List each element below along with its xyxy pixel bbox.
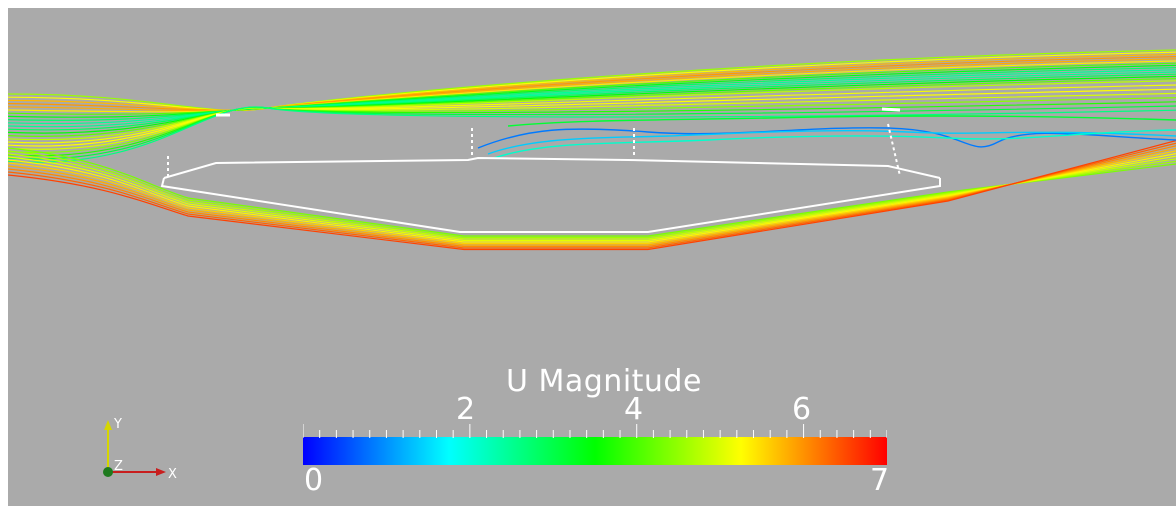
upper-streamlines (8, 49, 1176, 163)
streamline (507, 115, 1176, 127)
legend-min-label: 0 (304, 463, 324, 498)
streamline (8, 140, 1176, 251)
streamline (8, 150, 1176, 239)
z-axis-label: Z (114, 459, 123, 474)
streamline (8, 92, 1176, 150)
streamline-scene[interactable] (8, 8, 1176, 506)
legend-tick-label: 4 (624, 392, 644, 427)
streamline (8, 58, 1176, 112)
streamline (493, 129, 1176, 159)
orientation-axes: Y Z X (103, 417, 177, 482)
color-legend-bar (303, 437, 887, 465)
streamline (8, 80, 1176, 141)
wake-streamlines (477, 115, 1176, 159)
streamline (8, 145, 1176, 248)
streamline (8, 147, 1176, 246)
streamline (8, 155, 1176, 242)
hull-outline (160, 107, 941, 233)
legend-title: U Magnitude (506, 364, 702, 399)
streamline (487, 129, 1176, 155)
streamline (8, 142, 1176, 249)
streamline (8, 97, 1176, 154)
lower-streamlines (8, 140, 1176, 251)
streamline (8, 150, 1176, 245)
y-axis-label: Y (113, 417, 122, 432)
streamline (477, 127, 1176, 149)
legend-tick-label: 6 (792, 392, 812, 427)
streamline (8, 106, 1176, 163)
streamline (8, 88, 1176, 147)
legend-tick-label: 2 (456, 392, 476, 427)
streamline (8, 147, 1176, 237)
color-legend-ticks (303, 424, 887, 438)
streamline (8, 101, 1176, 157)
streamline (8, 153, 1176, 240)
render-viewport[interactable]: U Magnitude 2 4 6 0 7 Y Z X (8, 8, 1176, 506)
x-axis-label: X (168, 467, 177, 482)
streamline (8, 153, 1176, 243)
streamline (8, 84, 1176, 144)
legend-max-label: 7 (870, 463, 890, 498)
streamline (8, 60, 1176, 113)
streamline (8, 105, 1176, 160)
